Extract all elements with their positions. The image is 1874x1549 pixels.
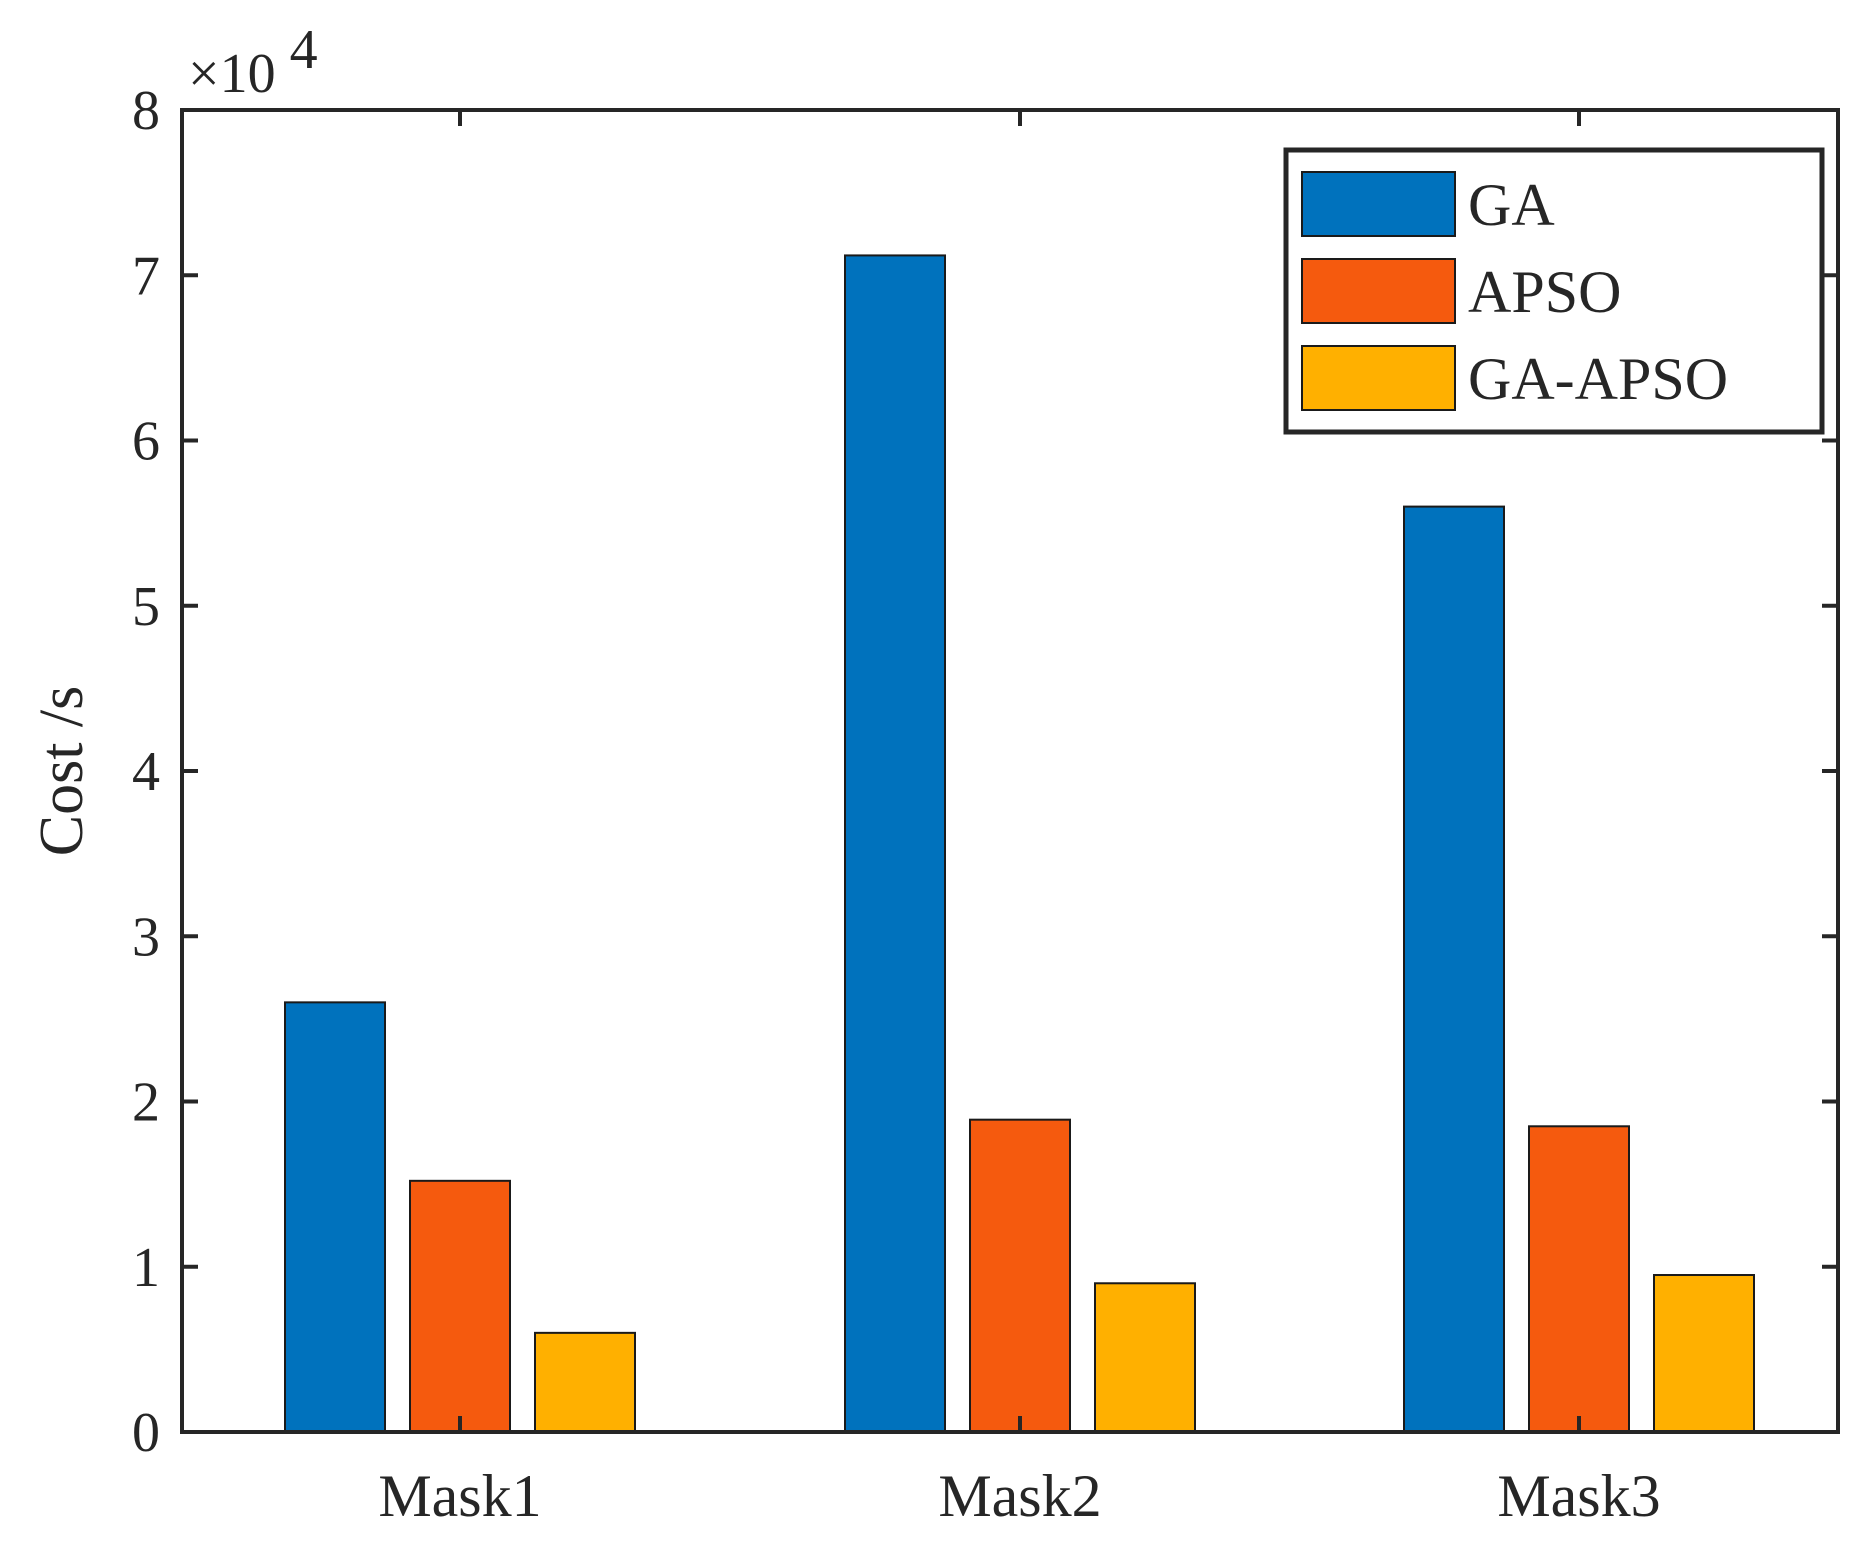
x-category-label: Mask3 bbox=[1497, 1463, 1660, 1529]
legend-label-ga: GA bbox=[1468, 172, 1555, 238]
y-tick-label: 4 bbox=[132, 741, 160, 803]
y-tick-label: 7 bbox=[132, 245, 160, 307]
y-tick-label: 2 bbox=[132, 1072, 160, 1134]
legend-label-ga-apso: GA-APSO bbox=[1468, 346, 1728, 412]
bar-ga-mask3 bbox=[1403, 505, 1505, 1434]
legend-label-apso: APSO bbox=[1468, 259, 1621, 325]
y-tick-label: 0 bbox=[132, 1402, 160, 1464]
y-tick-label: 1 bbox=[132, 1237, 160, 1299]
bar-ga-mask2 bbox=[844, 254, 946, 1433]
y-multiplier-base: ×10 bbox=[188, 43, 276, 105]
x-category-label: Mask2 bbox=[938, 1463, 1101, 1529]
legend: GA APSO GA-APSO bbox=[1283, 147, 1825, 435]
legend-swatch-apso bbox=[1301, 258, 1456, 324]
x-category-label: Mask1 bbox=[378, 1463, 541, 1529]
bar-ga-apso-mask1 bbox=[534, 1331, 636, 1433]
y-tick-label: 3 bbox=[132, 906, 160, 968]
legend-swatch-ga bbox=[1301, 171, 1456, 237]
bar-ga-apso-mask3 bbox=[1653, 1274, 1755, 1433]
bar-ga-apso-mask2 bbox=[1094, 1282, 1196, 1434]
y-multiplier-exponent: 4 bbox=[290, 19, 318, 81]
ticks-layer bbox=[182, 108, 1838, 1434]
legend-swatch-ga-apso bbox=[1301, 345, 1456, 411]
y-tick-label: 8 bbox=[132, 80, 160, 142]
y-tick-label: 6 bbox=[132, 411, 160, 473]
bar-ga-mask1 bbox=[284, 1001, 386, 1433]
bar-apso-mask3 bbox=[1528, 1125, 1630, 1433]
y-multiplier: ×10 4 bbox=[188, 19, 318, 105]
bar-apso-mask1 bbox=[409, 1179, 511, 1433]
y-axis-label: Cost /s bbox=[28, 686, 96, 857]
labels-layer: 0 1 2 3 4 5 6 7 8 Mask1 Mask2 Mask3 bbox=[132, 80, 1661, 1529]
bars-layer bbox=[284, 254, 1755, 1434]
bar-apso-mask2 bbox=[969, 1118, 1071, 1433]
y-tick-label: 5 bbox=[132, 576, 160, 638]
